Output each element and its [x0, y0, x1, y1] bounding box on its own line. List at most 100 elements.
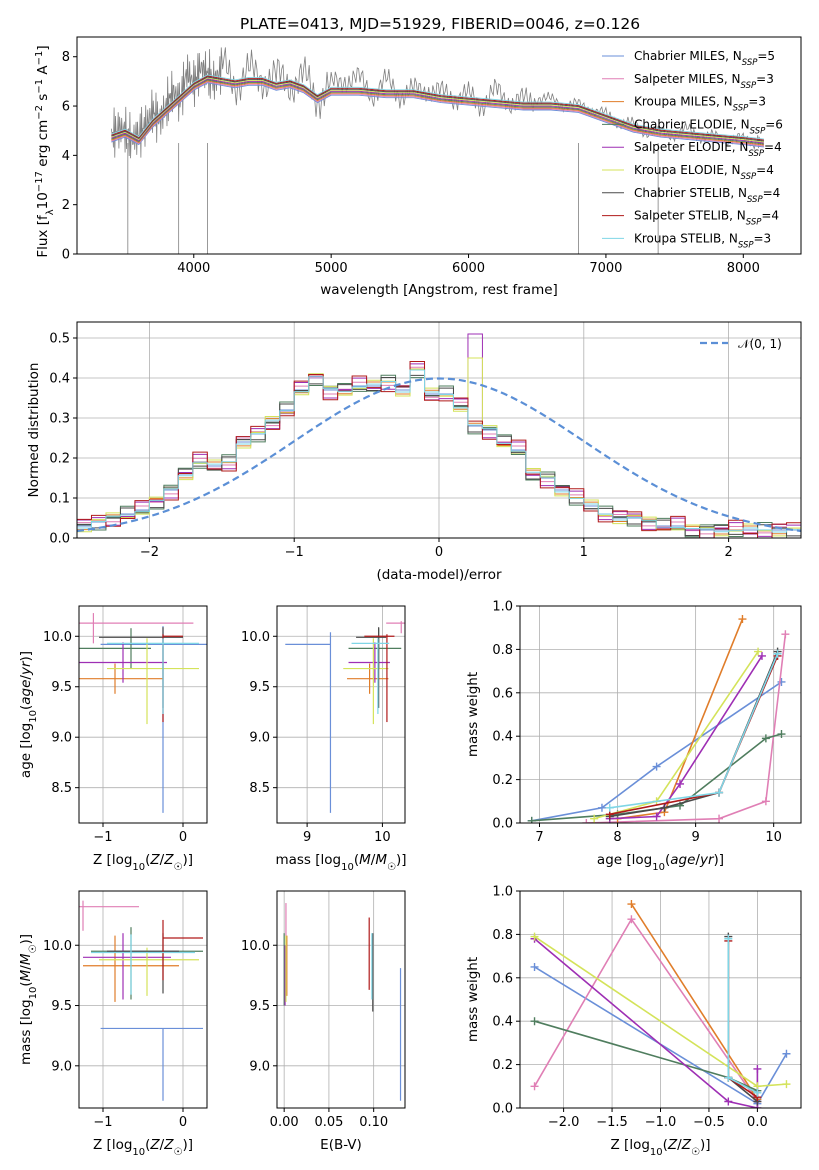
- x-tick-label: 1: [580, 545, 588, 560]
- mass-weight-marker: [724, 1073, 733, 1082]
- x-tick-label: 10: [374, 830, 391, 845]
- spectrum-plot-area: [110, 47, 764, 254]
- weight_vs_age-axes: 7 8 9 10 0.0 0.2 0.4 0.6 0.8 1.0 age [log10(age/yr…: [465, 600, 802, 873]
- histogram-plot-area: [77, 333, 801, 538]
- mass-weight-line: [609, 651, 779, 818]
- mass-weight-marker: [738, 615, 747, 624]
- mass-weight-marker: [715, 814, 724, 823]
- mass-weight-marker: [781, 630, 790, 639]
- y-tick-label: 4: [62, 149, 70, 164]
- mass-weight-line: [533, 917, 759, 1102]
- model-fit-line: [111, 79, 764, 145]
- y-tick-label: 8: [62, 50, 70, 65]
- y-tick-label: 0.2: [492, 773, 513, 788]
- weight_vs_Z-frame: [519, 890, 802, 1109]
- y-tick-label: 0.0: [492, 1102, 513, 1117]
- legend-entry: Kroupa MILES, NSSP=3: [634, 95, 766, 114]
- mass-weight-marker: [761, 734, 770, 743]
- x-axis-label: wavelength [Angstrom, rest frame]: [320, 282, 558, 298]
- mass-weight-marker: [597, 803, 606, 812]
- weight_vs_Z-plot-area: [530, 900, 791, 1108]
- y-tick-label: 0.1: [49, 492, 70, 507]
- model-fit-line: [111, 74, 764, 140]
- mass-weight-line: [609, 653, 779, 809]
- mass-weight-marker: [530, 1082, 539, 1091]
- model-fit-line: [111, 76, 764, 142]
- mass-weight-line: [586, 634, 787, 823]
- legend-entry: Chabrier MILES, NSSP=5: [634, 49, 775, 68]
- mass-weight-line: [617, 618, 744, 820]
- normal-curve: [77, 377, 801, 533]
- y-tick-label: 0.2: [49, 452, 70, 467]
- mass-weight-marker: [582, 819, 591, 823]
- model-fit-line: [111, 80, 764, 146]
- x-tick-label: 0.10: [359, 1115, 388, 1130]
- x-tick-label: 8: [613, 830, 621, 845]
- spectrum-frame: [76, 36, 802, 255]
- observed-spectrum-line: [110, 47, 764, 159]
- y-tick-label: 0.6: [492, 686, 513, 701]
- y-tick-label: 0.8: [492, 928, 513, 943]
- x-tick-label: 7000: [589, 261, 622, 276]
- y-axis-label: mass [log10(M/M☉)]: [18, 934, 39, 1065]
- mass_vs_Z-frame: [78, 890, 208, 1109]
- x-axis-label: age [log10(age/yr)]: [597, 852, 724, 873]
- mass-weight-marker: [530, 932, 539, 941]
- y-tick-label: 9.5: [249, 680, 270, 695]
- weight_vs_age-frame: [519, 605, 802, 824]
- x-tick-label: 0: [179, 830, 187, 845]
- x-tick-label: 0.05: [314, 1115, 343, 1130]
- mass-weight-marker: [627, 915, 636, 924]
- mass-weight-line: [531, 733, 782, 822]
- mass-weight-marker: [782, 1049, 791, 1058]
- mass-weight-marker: [761, 797, 770, 806]
- x-tick-label: −1.0: [645, 1115, 677, 1130]
- mass_vs_Z-axes: −1 0 9.0 9.5 10.0 Z [log10(Z/Z☉)] mass [log10(…: [18, 890, 208, 1158]
- mass_vs_ebv-axes: 0.00 0.05 0.10 9.0 9.5 10.0 E(B-V): [241, 890, 406, 1153]
- y-tick-label: 1.0: [492, 885, 513, 900]
- mass-weight-marker: [652, 812, 661, 821]
- residuals-frame: [76, 321, 802, 539]
- x-tick-label: −1: [93, 830, 112, 845]
- mass-weight-marker: [777, 730, 786, 739]
- legend-entry: 𝒩(0, 1): [738, 337, 782, 351]
- mass_vs_Z-plot-area: [79, 900, 203, 1101]
- mass-weight-marker: [627, 900, 636, 909]
- x-tick-label: 9: [691, 830, 699, 845]
- mass-weight-marker: [754, 647, 763, 656]
- y-axis-label: mass weight: [465, 957, 481, 1042]
- age_vs_Z-plot-area: [79, 613, 207, 813]
- x-tick-label: −1.5: [596, 1115, 628, 1130]
- y-tick-label: 0.2: [492, 1058, 513, 1073]
- y-tick-label: 9.5: [51, 680, 72, 695]
- y-axis-label: mass weight: [465, 672, 481, 757]
- mass-weight-marker: [530, 962, 539, 971]
- mass-weight-marker: [724, 934, 733, 943]
- y-tick-label: 0.8: [492, 643, 513, 658]
- y-tick-label: 0.0: [492, 817, 513, 832]
- legend-entry: Kroupa ELODIE, NSSP=4: [634, 163, 774, 182]
- x-tick-label: −0.5: [693, 1115, 725, 1130]
- y-tick-label: 6: [62, 100, 70, 115]
- residual-histogram-step: [77, 360, 801, 538]
- model-fit-line: [111, 82, 764, 148]
- weight_vs_age-plot-area: [527, 615, 790, 823]
- legend-entry: Chabrier ELODIE, NSSP=6: [634, 117, 783, 136]
- x-axis-label: mass [log10(M/M☉)]: [275, 852, 406, 873]
- model-fit-line: [111, 77, 764, 143]
- legend-entry: Kroupa STELIB, NSSP=3: [634, 231, 771, 250]
- mass-weight-marker: [676, 779, 685, 788]
- y-tick-label: 9.5: [249, 999, 270, 1014]
- legend-entry: Salpeter STELIB, NSSP=4: [634, 209, 779, 228]
- model-fit-line: [111, 81, 764, 147]
- x-tick-label: −1: [93, 1115, 112, 1130]
- residuals-axes: −2 −1 0 1 2 0.0 0.1 0.2 0.3 0.4 0.5 (data-model)/er…: [26, 321, 802, 583]
- x-tick-label: −2.0: [548, 1115, 580, 1130]
- y-tick-label: 8.5: [51, 781, 72, 796]
- mass_vs_ebv-frame: [276, 890, 406, 1109]
- y-tick-label: 0.4: [492, 1015, 513, 1030]
- y-tick-label: 10.0: [241, 939, 270, 954]
- y-axis-label: age [log10(age/yr)]: [18, 651, 39, 778]
- x-axis-label: E(B-V): [320, 1137, 362, 1153]
